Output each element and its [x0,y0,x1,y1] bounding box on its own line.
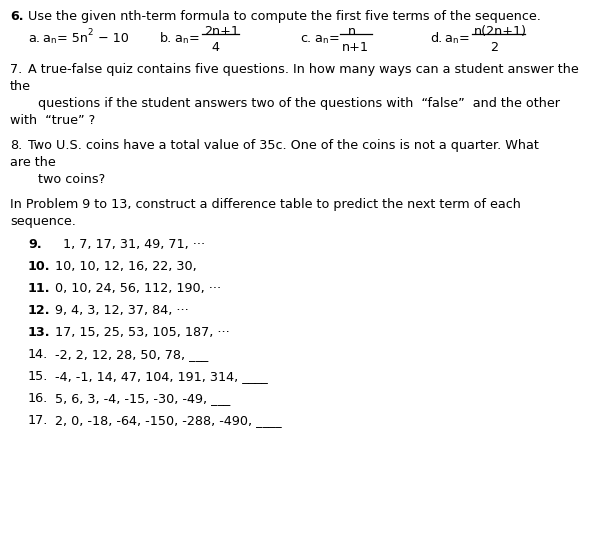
Text: are the: are the [10,156,56,169]
Text: Two U.S. coins have a total value of 35c. One of the coins is not a quarter. Wha: Two U.S. coins have a total value of 35c… [28,139,539,152]
Text: questions if the student answers two of the questions with  “false”  and the oth: questions if the student answers two of … [38,97,560,110]
Text: -4, -1, 14, 47, 104, 191, 314, ____: -4, -1, 14, 47, 104, 191, 314, ____ [55,370,268,383]
Text: In Problem 9 to 13, construct a difference table to predict the next term of eac: In Problem 9 to 13, construct a differen… [10,198,521,211]
Text: 13.: 13. [28,326,50,339]
Text: 17, 15, 25, 53, 105, 187, ···: 17, 15, 25, 53, 105, 187, ··· [55,326,230,339]
Text: -2, 2, 12, 28, 50, 78, ___: -2, 2, 12, 28, 50, 78, ___ [55,348,208,361]
Text: 9, 4, 3, 12, 37, 84, ···: 9, 4, 3, 12, 37, 84, ··· [55,304,189,317]
Text: n+1: n+1 [342,41,369,54]
Text: d.: d. [430,32,443,45]
Text: =: = [329,32,340,45]
Text: 2: 2 [490,41,498,54]
Text: two coins?: two coins? [38,173,105,186]
Text: 6.: 6. [10,10,23,23]
Text: 14.: 14. [28,348,48,361]
Text: − 10: − 10 [94,32,129,45]
Text: = 5n: = 5n [57,32,88,45]
Text: n: n [348,25,356,38]
Text: n(2n+1): n(2n+1) [474,25,527,38]
Text: 1, 7, 17, 31, 49, 71, ···: 1, 7, 17, 31, 49, 71, ··· [55,238,205,251]
Text: a: a [444,32,452,45]
Text: the: the [10,80,31,93]
Text: 0, 10, 24, 56, 112, 190, ···: 0, 10, 24, 56, 112, 190, ··· [55,282,221,295]
Text: 5, 6, 3, -4, -15, -30, -49, ___: 5, 6, 3, -4, -15, -30, -49, ___ [55,392,230,405]
Text: =: = [459,32,470,45]
Text: A true-false quiz contains five questions. In how many ways can a student answer: A true-false quiz contains five question… [28,63,579,76]
Text: a: a [174,32,182,45]
Text: 11.: 11. [28,282,50,295]
Text: 8.: 8. [10,139,22,152]
Text: Use the given nth-term formula to compute the first five terms of the sequence.: Use the given nth-term formula to comput… [28,10,541,23]
Text: n: n [452,36,457,45]
Text: 4: 4 [211,41,219,54]
Text: 10.: 10. [28,260,50,273]
Text: 2: 2 [87,28,93,37]
Text: a: a [42,32,50,45]
Text: n: n [322,36,328,45]
Text: =: = [189,32,200,45]
Text: 16.: 16. [28,392,48,405]
Text: 12.: 12. [28,304,50,317]
Text: n: n [182,36,188,45]
Text: c.: c. [300,32,311,45]
Text: 15.: 15. [28,370,48,383]
Text: with  “true” ?: with “true” ? [10,114,95,127]
Text: 7.: 7. [10,63,22,76]
Text: b.: b. [160,32,172,45]
Text: 2, 0, -18, -64, -150, -288, -490, ____: 2, 0, -18, -64, -150, -288, -490, ____ [55,414,282,427]
Text: 17.: 17. [28,414,48,427]
Text: 10, 10, 12, 16, 22, 30,: 10, 10, 12, 16, 22, 30, [55,260,197,273]
Text: 2n+1: 2n+1 [204,25,239,38]
Text: sequence.: sequence. [10,215,76,228]
Text: 9.: 9. [28,238,42,251]
Text: a: a [314,32,322,45]
Text: n: n [50,36,56,45]
Text: a.: a. [28,32,40,45]
